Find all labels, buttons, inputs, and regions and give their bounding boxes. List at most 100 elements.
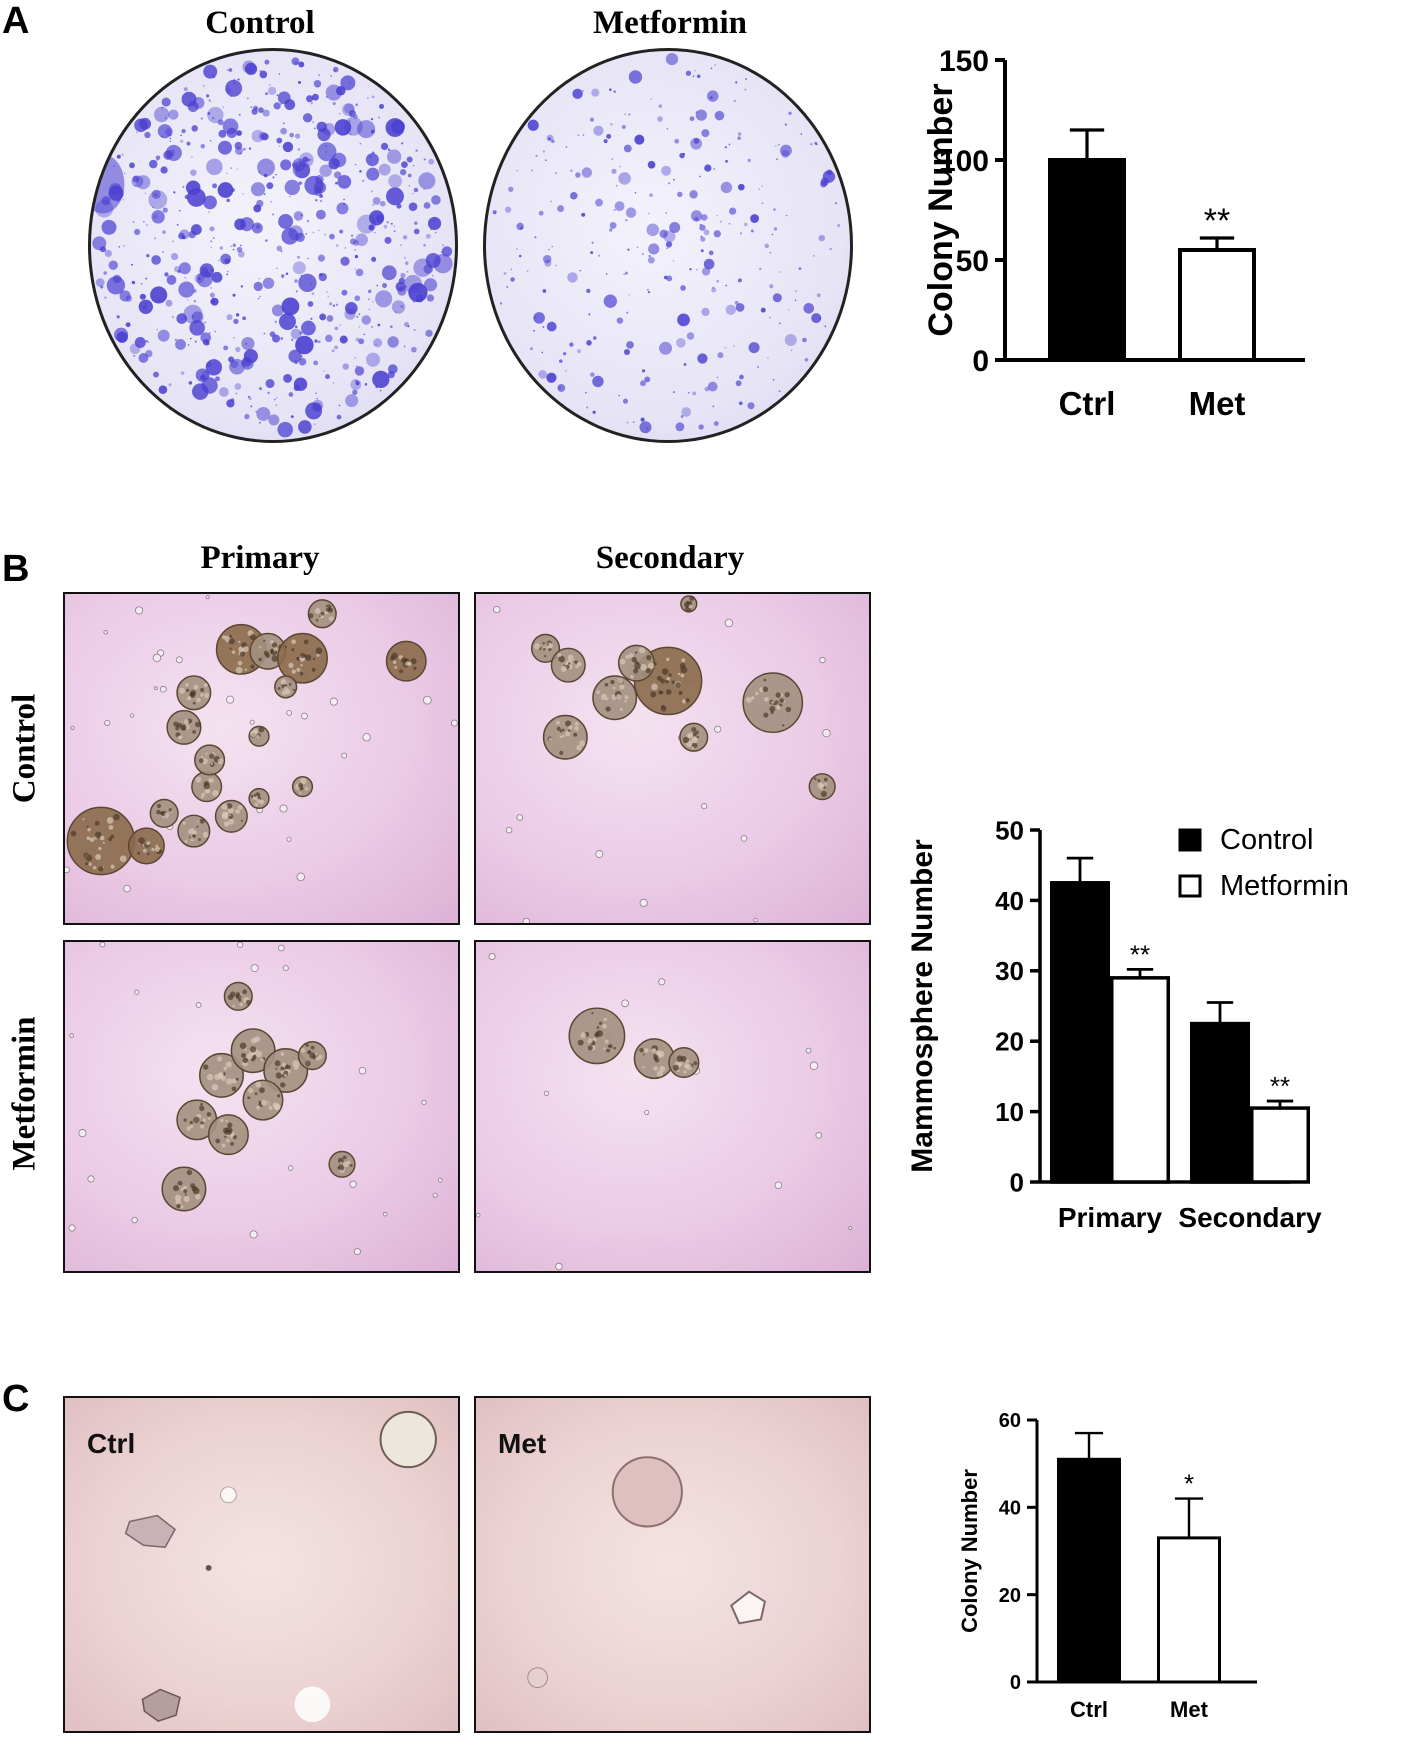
single-cell xyxy=(805,1047,812,1054)
colony-dot xyxy=(349,81,351,84)
colony-dot xyxy=(283,373,292,383)
colony-dot xyxy=(294,360,298,365)
y-tick-label: 60 xyxy=(999,1410,1021,1432)
colony-dot xyxy=(628,70,643,84)
colony-dot xyxy=(609,228,613,232)
colony-dot xyxy=(503,272,507,275)
colony-dot xyxy=(258,421,261,424)
colony-dot xyxy=(218,140,232,155)
colony-dot xyxy=(764,243,770,249)
colony-dot xyxy=(278,214,294,229)
colony-dot xyxy=(700,249,704,253)
colony-dot xyxy=(555,172,557,174)
colony-dot xyxy=(168,109,179,120)
colony-dot xyxy=(538,210,544,216)
colony-dot xyxy=(659,341,673,355)
colony-dot xyxy=(623,348,631,356)
colony-dot xyxy=(134,118,148,132)
colony-dot xyxy=(222,106,225,108)
single-cell xyxy=(701,803,708,810)
colony-dot xyxy=(588,313,591,316)
colony-dot xyxy=(299,331,303,335)
colony-dot xyxy=(611,168,617,174)
colony-dot xyxy=(272,213,275,216)
colony-dot xyxy=(354,366,365,376)
colony-dot xyxy=(281,297,300,316)
colony-dot xyxy=(704,164,712,172)
colony xyxy=(611,1456,683,1528)
colony-dot xyxy=(400,304,404,308)
colony-dot xyxy=(294,279,298,283)
colony-dot xyxy=(371,95,375,99)
colony-dot xyxy=(724,346,727,349)
colony-dot xyxy=(333,66,339,73)
colony-dot xyxy=(529,347,533,351)
mammosphere-number-chart: 0 10 20 30 40 50 Mammosphere Number ** Primary **… xyxy=(906,800,1400,1260)
colony-dot xyxy=(419,291,422,294)
y-tick-label: 50 xyxy=(995,815,1024,845)
colony-dot xyxy=(393,225,396,227)
colony-dot xyxy=(162,207,168,213)
colony-dot xyxy=(716,279,720,283)
colony-dot xyxy=(412,192,414,195)
colony-dot xyxy=(335,181,338,185)
colony-dot xyxy=(700,214,708,221)
single-cell xyxy=(423,695,432,705)
colony-dot xyxy=(108,260,118,270)
colony-dot xyxy=(538,370,547,379)
colony-dot xyxy=(778,322,781,325)
colony-dot xyxy=(570,169,573,172)
colony-dot xyxy=(590,251,594,255)
mammosphere xyxy=(248,725,270,747)
colony-dot xyxy=(186,141,191,146)
colony-dot xyxy=(377,323,381,327)
colony-dot xyxy=(713,168,716,170)
x-tick-label: Met xyxy=(1170,1697,1209,1722)
colony-dot xyxy=(408,202,418,212)
colony-dot xyxy=(263,193,266,196)
colony-dot xyxy=(290,415,294,418)
colony-dot xyxy=(317,340,321,344)
colony-dot xyxy=(134,336,146,349)
mammosphere xyxy=(274,675,298,699)
colony-dot xyxy=(273,398,276,401)
colony-dot xyxy=(361,179,365,183)
colony-dot xyxy=(276,94,279,97)
colony-dot xyxy=(373,338,383,348)
colony-dot xyxy=(317,254,325,262)
colony-dot xyxy=(748,342,760,354)
colony-dot xyxy=(371,326,373,328)
colony-dot xyxy=(778,143,780,146)
colony-dot xyxy=(278,145,281,147)
colony-dot xyxy=(235,392,238,395)
mammosphere-metformin-secondary xyxy=(474,940,871,1273)
colony-dot xyxy=(149,159,158,169)
colony-dot xyxy=(658,104,662,108)
colony-dot xyxy=(614,201,625,212)
colony-dot xyxy=(104,249,112,258)
colony-dot xyxy=(101,219,117,235)
colony-dot xyxy=(230,245,232,248)
colony-dot xyxy=(425,233,431,239)
single-cell xyxy=(249,719,255,725)
colony-dot xyxy=(267,391,270,395)
colony-dot xyxy=(354,249,356,251)
colony-dot xyxy=(542,326,545,328)
colony-dot xyxy=(668,182,671,185)
colony-dot xyxy=(325,84,342,101)
colony-dot xyxy=(298,357,307,366)
colony-dot xyxy=(713,230,721,238)
colony-dot xyxy=(393,230,396,233)
colony-dot xyxy=(344,308,356,320)
colony-dot xyxy=(342,103,355,117)
colony-dot xyxy=(745,78,747,81)
colony-dot xyxy=(144,192,147,195)
colony-dot xyxy=(591,241,594,244)
colony-dot xyxy=(206,94,210,98)
colony-dot xyxy=(328,158,340,170)
colony-dot xyxy=(239,152,242,155)
colony-dot xyxy=(700,235,703,238)
colony-dot xyxy=(332,101,336,106)
colony-dot xyxy=(248,147,252,150)
colony-dot xyxy=(285,272,289,276)
